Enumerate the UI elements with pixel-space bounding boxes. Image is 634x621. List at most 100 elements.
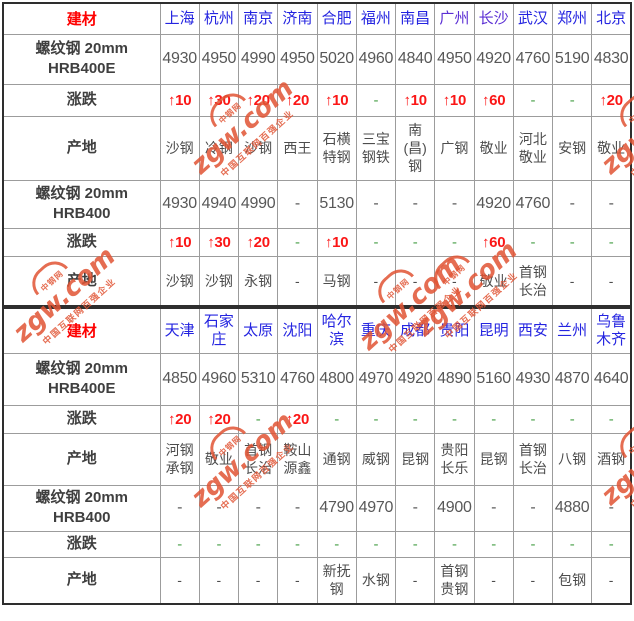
price-cell: 5190 xyxy=(551,33,593,85)
producer-cell: - xyxy=(591,556,632,605)
price-cell: - xyxy=(512,484,554,532)
change-cell: - xyxy=(277,227,318,257)
price-row: 螺纹钢 20mm HRB400E 4930 4950 4990 4950 5020 4960 4… xyxy=(2,33,632,85)
price-cell: - xyxy=(277,179,318,229)
change-cell: - xyxy=(434,404,475,434)
producer-row: 产地 沙钢 冷钢 沙钢 西王 石横特钢 三宝钢铁 南(昌)钢 广钢 敬业 河北敬业 安钢 敬业 xyxy=(2,115,632,181)
row-label: 螺纹钢 20mm HRB400 xyxy=(2,179,161,229)
price-cell: 4760 xyxy=(512,33,554,85)
change-cell: - xyxy=(512,404,554,434)
price-cell: 5310 xyxy=(237,352,279,406)
city-header-2[interactable]: 石家庄 xyxy=(198,307,240,354)
city-header-5[interactable]: 哈尔滨 xyxy=(316,307,357,354)
producer-row: 产地 河钢承钢 敬业 首钢长治 鞍山源鑫 通钢 威钢 昆钢 贵阳长乐 昆钢 首钢长治 八钢 酒钢 xyxy=(2,432,632,486)
city-header-5[interactable]: 合肥 xyxy=(316,2,357,35)
change-cell: ↑20 xyxy=(277,83,318,117)
price-cell: 4850 xyxy=(159,352,200,406)
change-cell: - xyxy=(237,530,279,558)
producer-row: 产地 沙钢 沙钢 永钢 - 马钢 - - - 敬业 首钢长治 - - xyxy=(2,255,632,307)
city-header-4[interactable]: 济南 xyxy=(277,2,318,35)
price-cell: 4870 xyxy=(551,352,593,406)
city-header-4[interactable]: 沈阳 xyxy=(277,307,318,354)
price-cell: - xyxy=(434,179,475,229)
city-header-3[interactable]: 南京 xyxy=(237,2,279,35)
producer-row: 产地 - - - - 新抚钢 水钢 - 首钢贵钢 - - 包钢 - xyxy=(2,556,632,605)
price-cell: - xyxy=(394,179,436,229)
change-cell: - xyxy=(512,83,554,117)
producer-cell: 马钢 xyxy=(316,255,357,307)
city-header-11[interactable]: 兰州 xyxy=(551,307,593,354)
city-header-12[interactable]: 北京 xyxy=(591,2,632,35)
producer-cell: - xyxy=(277,255,318,307)
price-cell: 4950 xyxy=(434,33,475,85)
change-row: 涨跌 ↑10 ↑30 ↑20- ↑10- - - ↑60- - - xyxy=(2,227,632,257)
producer-cell: 通钢 xyxy=(316,432,357,486)
change-cell: - xyxy=(473,404,514,434)
city-header-3[interactable]: 太原 xyxy=(237,307,279,354)
city-header-row: 建材 天津 石家庄 太原 沈阳 哈尔滨 重庆 成都 贵阳 昆明 西安 兰州 乌鲁木齐 xyxy=(2,307,632,354)
price-cell: - xyxy=(159,484,200,532)
change-cell: - xyxy=(512,530,554,558)
price-cell: 4950 xyxy=(198,33,240,85)
change-cell: ↑10 xyxy=(316,227,357,257)
city-header-6[interactable]: 重庆 xyxy=(355,307,397,354)
city-header-1[interactable]: 天津 xyxy=(159,307,200,354)
city-header-9[interactable]: 长沙 xyxy=(473,2,514,35)
price-cell: 4940 xyxy=(198,179,240,229)
price-cell: 4920 xyxy=(394,352,436,406)
city-header-7[interactable]: 南昌 xyxy=(394,2,436,35)
city-header-1[interactable]: 上海 xyxy=(159,2,200,35)
change-cell: - xyxy=(551,404,593,434)
city-header-8[interactable]: 贵阳 xyxy=(434,307,475,354)
producer-cell: 河钢承钢 xyxy=(159,432,200,486)
change-cell: - xyxy=(277,530,318,558)
change-cell: ↑20 xyxy=(277,404,318,434)
price-cell: - xyxy=(198,484,240,532)
change-cell: - xyxy=(551,227,593,257)
change-cell: - xyxy=(355,227,397,257)
producer-cell: 敬业 xyxy=(591,115,632,181)
price-cell: - xyxy=(355,179,397,229)
city-header-10[interactable]: 武汉 xyxy=(512,2,554,35)
change-cell: - xyxy=(551,83,593,117)
change-cell: - xyxy=(591,227,632,257)
change-cell: - xyxy=(473,530,514,558)
price-cell: 4890 xyxy=(434,352,475,406)
producer-cell: 西王 xyxy=(277,115,318,181)
price-cell: - xyxy=(591,484,632,532)
city-header-7[interactable]: 成都 xyxy=(394,307,436,354)
row-label: 螺纹钢 20mm HRB400 xyxy=(2,484,161,532)
row-label: 螺纹钢 20mm HRB400E xyxy=(2,33,161,85)
producer-cell: 安钢 xyxy=(551,115,593,181)
change-cell: ↑30 xyxy=(198,83,240,117)
change-cell: - xyxy=(316,404,357,434)
producer-cell: 首钢长治 xyxy=(512,255,554,307)
city-header-11[interactable]: 郑州 xyxy=(551,2,593,35)
producer-cell: - xyxy=(159,556,200,605)
price-cell: 4920 xyxy=(473,33,514,85)
producer-cell: 包钢 xyxy=(551,556,593,605)
price-cell: 4930 xyxy=(159,33,200,85)
producer-cell: 昆钢 xyxy=(394,432,436,486)
change-cell: - xyxy=(394,530,436,558)
change-cell: - xyxy=(591,404,632,434)
producer-cell: 鞍山源鑫 xyxy=(277,432,318,486)
city-header-2[interactable]: 杭州 xyxy=(198,2,240,35)
producer-cell: 河北敬业 xyxy=(512,115,554,181)
city-header-6[interactable]: 福州 xyxy=(355,2,397,35)
city-header-9[interactable]: 昆明 xyxy=(473,307,514,354)
change-cell: ↑20 xyxy=(591,83,632,117)
change-cell: - xyxy=(434,530,475,558)
city-header-8[interactable]: 广州 xyxy=(434,2,475,35)
city-header-10[interactable]: 西安 xyxy=(512,307,554,354)
producer-cell: - xyxy=(394,255,436,307)
city-header-12[interactable]: 乌鲁木齐 xyxy=(591,307,632,354)
row-label: 涨跌 xyxy=(2,530,161,558)
producer-cell: 首钢贵钢 xyxy=(434,556,475,605)
change-cell: - xyxy=(551,530,593,558)
steel-price-table-section-1: 建材 上海 杭州 南京 济南 合肥 福州 南昌 广州 长沙 武汉 郑州 北京 螺纹钢 20mm HRB400… xyxy=(2,2,632,307)
price-cell: 4970 xyxy=(355,352,397,406)
price-row: 螺纹钢 20mm HRB400 4930 4940 4990-5130- - -4920 47… xyxy=(2,179,632,229)
producer-cell: 敬业 xyxy=(473,115,514,181)
producer-cell: 贵阳长乐 xyxy=(434,432,475,486)
